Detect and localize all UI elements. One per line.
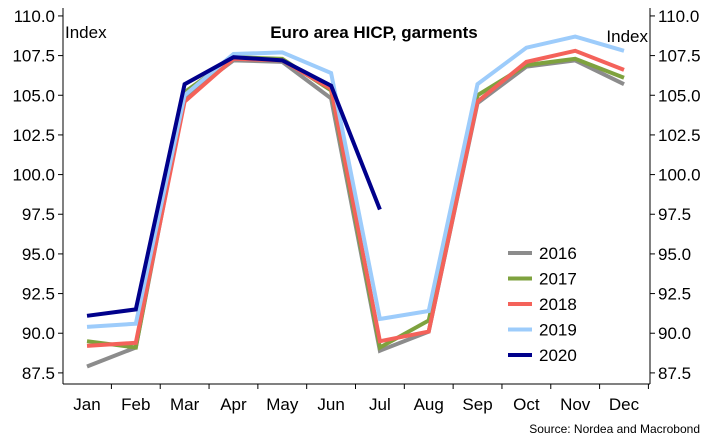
x-tick-label: Jan: [73, 395, 100, 414]
x-tick-label: Oct: [513, 395, 540, 414]
y-tick-label-right: 90.0: [658, 324, 691, 343]
legend-label-2017: 2017: [539, 270, 577, 289]
legend: 2016 2017 2018 2019 2020: [508, 244, 577, 365]
x-tick-label: Jul: [369, 395, 391, 414]
y-axis-unit-left: Index: [65, 23, 107, 42]
legend-label-2019: 2019: [539, 321, 577, 340]
chart-title: Euro area HICP, garments: [270, 23, 478, 42]
y-tick-label-right: 107.5: [658, 47, 701, 66]
y-tick-label-right: 102.5: [658, 126, 701, 145]
y-tick-label-left: 110.0: [14, 7, 55, 26]
y-tick-label-right: 87.5: [658, 364, 691, 383]
y-tick-label-right: 95.0: [658, 245, 691, 264]
x-tick-label: Nov: [560, 395, 591, 414]
y-tick-label-right: 92.5: [658, 285, 691, 304]
y-tick-label-left: 87.5: [22, 364, 55, 383]
y-tick-label-left: 105.0: [12, 86, 55, 105]
x-tick-label: Jun: [317, 395, 344, 414]
y-tick-label-left: 95.0: [22, 245, 55, 264]
x-tick-label: Dec: [609, 395, 640, 414]
legend-label-2016: 2016: [539, 244, 577, 263]
series-line-2020: [86, 55, 382, 318]
tick-labels: 87.5 87.5 90.0 90.0 92.5 92.5 95.0 95.0 97.5 97.5…: [12, 7, 700, 414]
x-tick-label: May: [266, 395, 299, 414]
y-tick-label-left: 107.5: [12, 47, 55, 66]
legend-label-2018: 2018: [539, 295, 577, 314]
y-tick-label-left: 102.5: [12, 126, 55, 145]
y-tick-label-right: 97.5: [658, 205, 691, 224]
axes: [58, 8, 655, 389]
legend-label-2020: 2020: [539, 346, 577, 365]
x-tick-label: Apr: [220, 395, 247, 414]
y-tick-label-right: 100.0: [658, 166, 701, 185]
y-tick-label-left: 90.0: [22, 324, 55, 343]
x-tick-label: Sep: [462, 395, 492, 414]
y-axis-unit-right: Index: [606, 27, 648, 46]
y-tick-label-right: 110.0: [658, 7, 699, 26]
x-tick-label: Aug: [414, 395, 444, 414]
y-tick-label-right: 105.0: [658, 86, 701, 105]
y-tick-label-left: 97.5: [22, 205, 55, 224]
x-tick-label: Mar: [170, 395, 200, 414]
y-tick-label-left: 100.0: [12, 166, 55, 185]
series-line-2019: [86, 34, 625, 329]
source-note: Source: Nordea and Macrobond: [529, 422, 700, 436]
series-lines: [86, 34, 625, 369]
x-tick-label: Feb: [121, 395, 150, 414]
y-tick-label-left: 92.5: [22, 285, 55, 304]
